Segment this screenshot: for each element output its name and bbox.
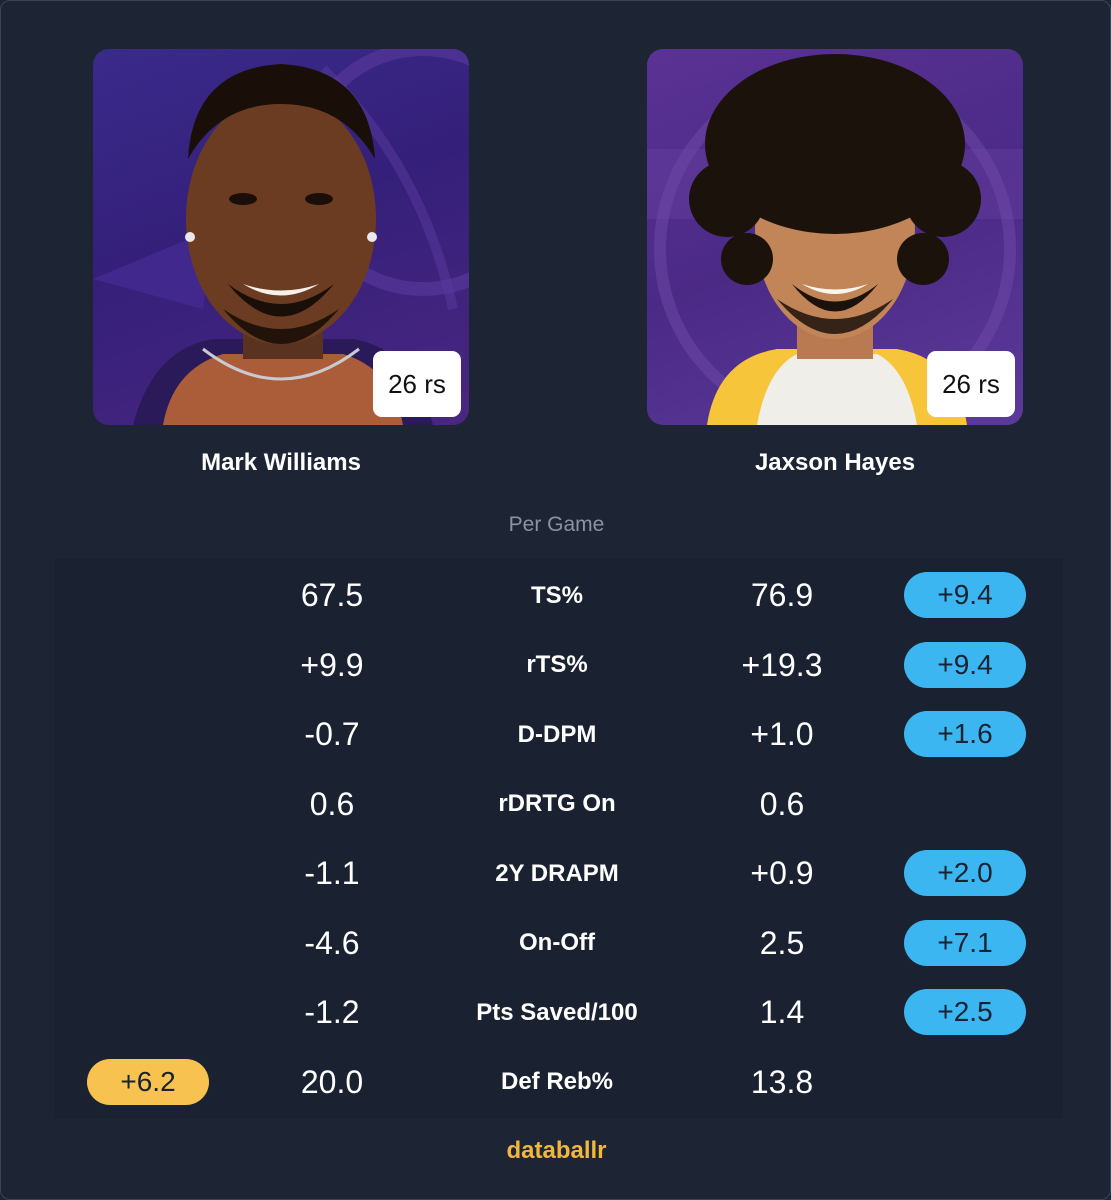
stat-value-left: 0.6 [309,785,355,822]
stat-value-right: 76.9 [750,577,814,613]
advantage-badge-right: +2.5 [904,989,1026,1035]
advantage-badge-right: +9.4 [904,641,1026,688]
player-portrait-right [647,54,1023,425]
brand-logo: databallr [506,1137,607,1164]
stat-value-right: 1.4 [759,994,805,1030]
stat-row: -1.2 Pts Saved/100 1.4 +2.5 [55,978,1063,1047]
stat-value-right: +19.3 [741,646,823,683]
games-badge-left: 26 rs [373,351,461,417]
advantage-badge-left: +6.2 [87,1058,209,1105]
stats-table: 67.5 TS% 76.9 +9.4 +9.9 rTS% +19.3 +9.4 -0.7 D-DP… [55,559,1063,1119]
advantage-badge-right: +7.1 [904,919,1026,966]
stat-value-right: 0.6 [759,785,805,822]
stat-value-left: +9.9 [300,646,364,683]
stat-row: +9.9 rTS% +19.3 +9.4 [55,631,1063,700]
player-photo-right: 26 rs [647,49,1023,425]
stat-value-right: 13.8 [750,1063,814,1100]
stat-value-left: 67.5 [300,577,364,613]
advantage-badge-right: +2.0 [904,850,1026,896]
stat-label: Pts Saved/100 [476,998,638,1026]
stat-value-left: -1.1 [304,855,360,891]
stat-label: D-DPM [517,720,597,748]
player-name-left: Mark Williams [201,449,361,476]
stat-row: 20.0 Def Reb% 13.8 +6.2 [55,1048,1063,1117]
stat-value-right: +1.0 [750,716,814,752]
stat-value-left: 20.0 [300,1063,364,1100]
advantage-badge-right: +9.4 [904,572,1026,618]
player-name-right: Jaxson Hayes [754,449,916,476]
games-badge-right: 26 rs [927,351,1015,417]
stat-row: -4.6 On-Off 2.5 +7.1 [55,909,1063,978]
stat-row: 67.5 TS% 76.9 +9.4 [55,561,1063,630]
stat-row: -0.7 D-DPM +1.0 +1.6 [55,700,1063,769]
player-portrait-left [93,49,469,425]
stat-row: -1.1 2Y DRAPM +0.9 +2.0 [55,839,1063,908]
stat-label: 2Y DRAPM [495,859,619,887]
stat-label: rTS% [526,651,588,678]
stat-label: Def Reb% [500,1068,614,1095]
stat-label: TS% [530,581,583,609]
stat-value-right: 2.5 [759,924,805,961]
player-photo-left: 26 rs [93,49,469,425]
stat-value-right: +0.9 [750,855,814,891]
stat-label: On-Off [519,929,595,956]
stat-label: rDRTG On [498,790,616,817]
section-label: Per Game [508,513,605,536]
advantage-badge-right: +1.6 [904,711,1026,757]
stat-value-left: -1.2 [304,994,360,1030]
stat-row: 0.6 rDRTG On 0.6 [55,770,1063,839]
stat-value-left: -0.7 [304,716,360,752]
stat-value-left: -4.6 [304,924,360,961]
